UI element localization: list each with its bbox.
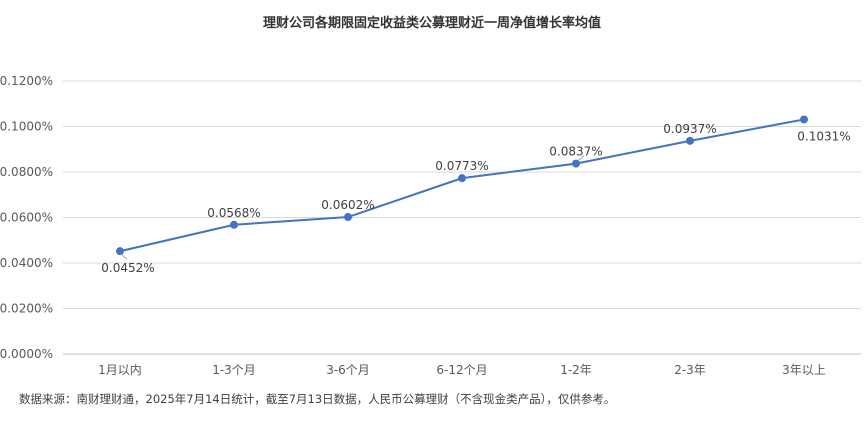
data-label: 0.0837% <box>549 145 602 159</box>
series <box>116 115 808 256</box>
y-axis: 0.0000% 0.0200% 0.0400% 0.0600% 0.0800% 0.100… <box>0 74 53 361</box>
leader-line <box>120 253 128 260</box>
y-tick-label: 0.1200% <box>0 74 53 88</box>
data-point <box>686 136 694 145</box>
gridlines <box>63 80 861 309</box>
data-label: 0.0452% <box>101 261 154 275</box>
data-point <box>344 213 352 222</box>
x-tick-label: 1-3个月 <box>212 363 256 377</box>
data-point <box>230 220 238 229</box>
x-axis: 1月以内 1-3个月 3-6个月 6-12个月 1-2年 2-3年 3年以上 <box>63 353 861 377</box>
chart-title: 理财公司各期限固定收益类公募理财近一周净值增长率均值 <box>262 16 601 31</box>
x-tick-label: 1-2年 <box>560 363 592 377</box>
x-tick-label: 3-6个月 <box>326 363 370 377</box>
data-point <box>116 247 124 256</box>
x-tick-label: 1月以内 <box>98 363 142 377</box>
data-label: 0.0773% <box>435 159 488 173</box>
source-note: 数据来源：南财理财通，2025年7月14日统计，截至7月13日数据，人民币公募理… <box>19 392 616 406</box>
data-label: 0.1031% <box>797 129 850 143</box>
series-line <box>119 118 805 253</box>
y-tick-label: 0.0800% <box>0 165 53 179</box>
x-tick-label: 2-3年 <box>674 363 706 377</box>
y-tick-label: 0.0400% <box>0 256 53 270</box>
data-point <box>458 174 466 183</box>
y-tick-label: 0.0200% <box>0 302 53 316</box>
data-point <box>572 159 580 168</box>
data-label: 0.0937% <box>663 122 716 136</box>
y-tick-label: 0.0000% <box>0 347 53 361</box>
leader-line <box>577 155 585 161</box>
x-tick-label: 3年以上 <box>782 363 826 377</box>
data-label: 0.0568% <box>207 206 260 220</box>
y-tick-label: 0.0600% <box>0 211 53 225</box>
x-tick-label: 6-12个月 <box>436 363 487 377</box>
data-labels: 0.0452% 0.0568% 0.0602% 0.0773% 0.0837% 0.093… <box>101 122 850 275</box>
data-label: 0.0602% <box>321 198 374 212</box>
y-tick-label: 0.1000% <box>0 120 53 134</box>
data-point <box>800 115 808 124</box>
